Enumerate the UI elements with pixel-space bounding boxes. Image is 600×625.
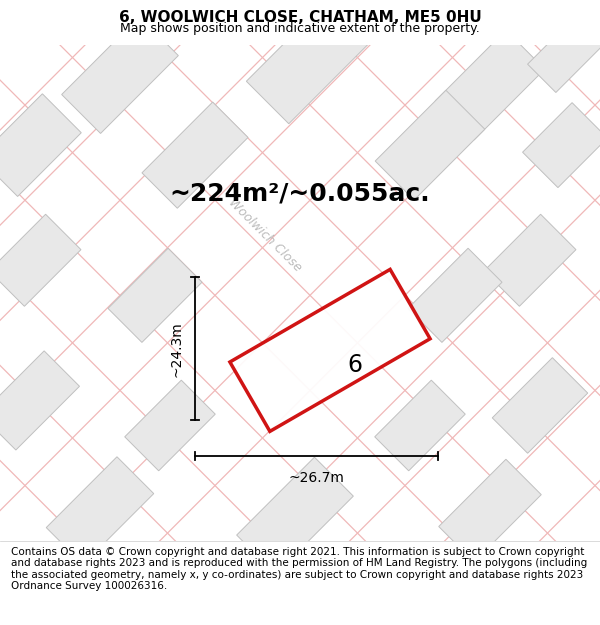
- Polygon shape: [0, 351, 79, 450]
- Polygon shape: [62, 17, 178, 134]
- Polygon shape: [125, 380, 215, 471]
- Text: 6: 6: [347, 353, 362, 377]
- Polygon shape: [439, 459, 541, 562]
- Polygon shape: [108, 248, 202, 342]
- Polygon shape: [142, 102, 248, 208]
- Text: ~224m²/~0.055ac.: ~224m²/~0.055ac.: [170, 181, 430, 205]
- Text: Map shows position and indicative extent of the property.: Map shows position and indicative extent…: [120, 22, 480, 35]
- Polygon shape: [375, 90, 485, 200]
- Polygon shape: [46, 457, 154, 564]
- Polygon shape: [0, 94, 81, 196]
- Polygon shape: [408, 248, 502, 342]
- Polygon shape: [247, 0, 374, 124]
- Text: 6, WOOLWICH CLOSE, CHATHAM, ME5 0HU: 6, WOOLWICH CLOSE, CHATHAM, ME5 0HU: [119, 10, 481, 25]
- Polygon shape: [236, 457, 353, 574]
- Polygon shape: [230, 269, 430, 431]
- Text: ~24.3m: ~24.3m: [170, 321, 184, 377]
- Polygon shape: [492, 357, 588, 453]
- Text: ~26.7m: ~26.7m: [289, 471, 344, 484]
- Polygon shape: [484, 214, 576, 306]
- Polygon shape: [527, 8, 600, 92]
- Text: Woolwich Close: Woolwich Close: [226, 196, 304, 274]
- Polygon shape: [435, 30, 545, 140]
- Polygon shape: [0, 214, 81, 306]
- Text: Contains OS data © Crown copyright and database right 2021. This information is : Contains OS data © Crown copyright and d…: [11, 546, 587, 591]
- Polygon shape: [523, 102, 600, 188]
- Polygon shape: [375, 380, 465, 471]
